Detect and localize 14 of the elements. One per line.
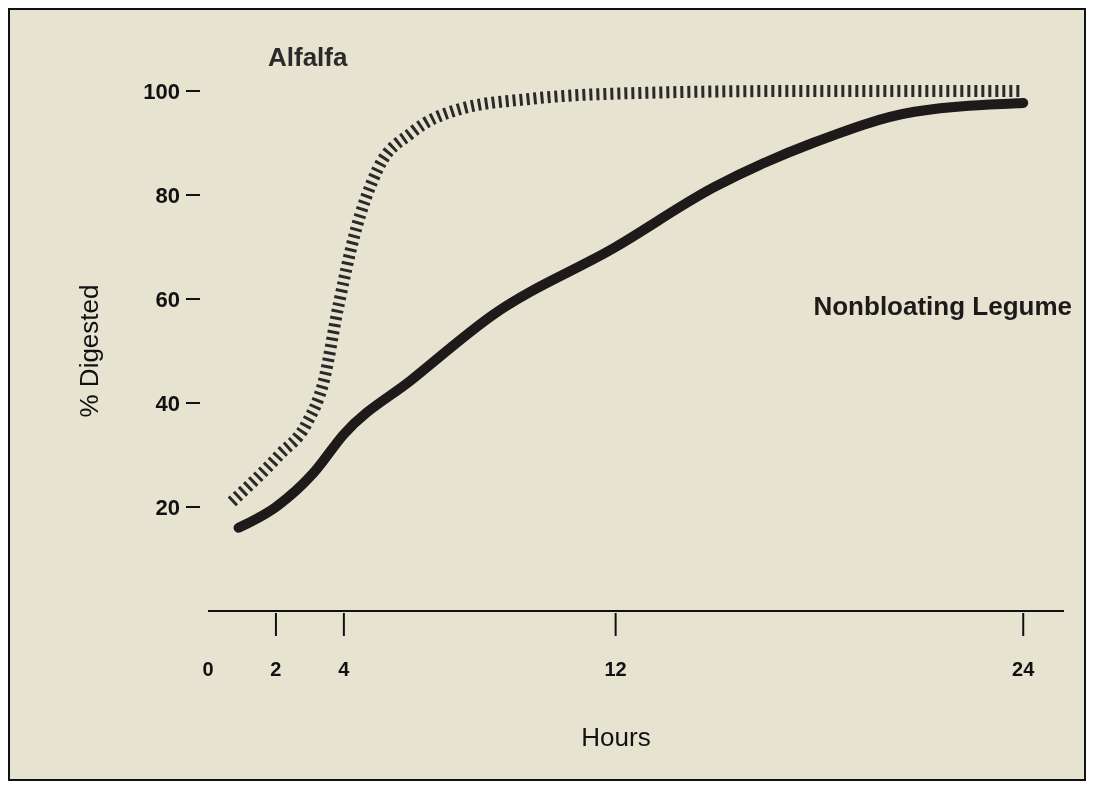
y-tick-label: 60 xyxy=(155,286,180,312)
y-tick-label: 80 xyxy=(155,182,180,208)
x-tick-label: 0 xyxy=(202,658,214,680)
text: Alfalfa xyxy=(268,42,348,72)
x-tick-label: 4 xyxy=(338,658,351,680)
x-axis-title: Hours xyxy=(581,722,651,752)
x-tick-label: 12 xyxy=(604,658,627,680)
y-tick-label: 100 xyxy=(143,78,180,104)
x-tick-label: 24 xyxy=(1012,658,1036,680)
y-tick-label: 20 xyxy=(155,494,180,520)
x-tick-label: 2 xyxy=(270,658,282,680)
y-tick-label: 40 xyxy=(155,390,180,416)
y-axis-title: % Digested xyxy=(74,284,104,418)
text: Nonbloating Legume xyxy=(813,290,1072,321)
